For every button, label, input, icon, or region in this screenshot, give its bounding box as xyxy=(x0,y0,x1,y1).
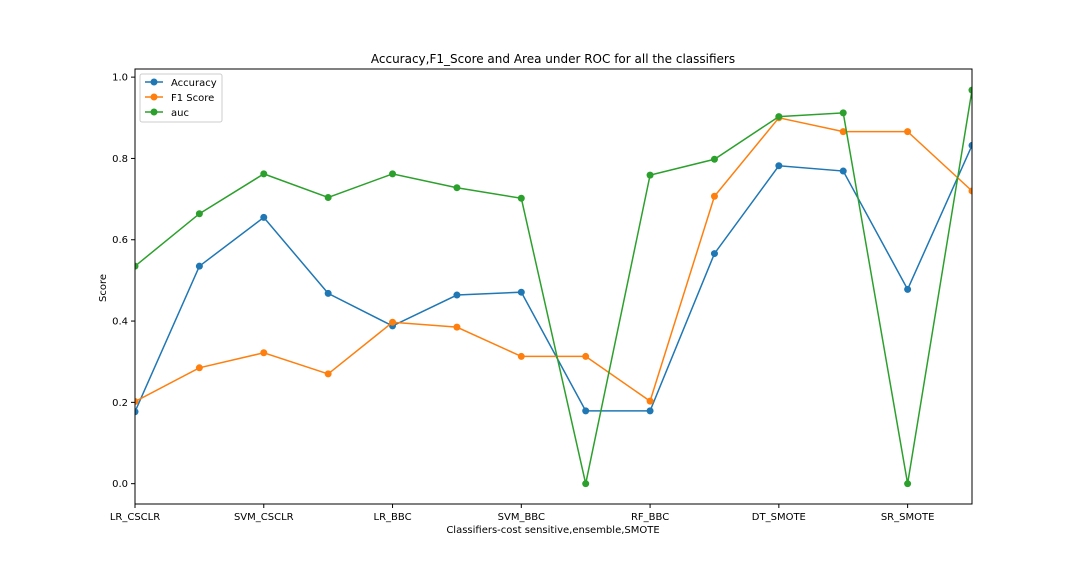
data-point-auc xyxy=(517,194,525,202)
legend-f1-marker xyxy=(150,93,158,101)
y-tick-label: 0.2 xyxy=(112,398,128,409)
data-point-auc xyxy=(710,155,718,163)
x-tick-label: SVM_BBC xyxy=(498,512,545,523)
chart-title: Accuracy,F1_Score and Area under ROC for… xyxy=(371,52,735,66)
legend-accuracy-marker xyxy=(150,78,158,86)
data-point-accuracy xyxy=(195,262,203,270)
series-f1-score xyxy=(135,114,972,406)
x-tick-label: RF_BBC xyxy=(631,512,669,523)
data-point-auc xyxy=(775,113,783,121)
y-axis-title: Score xyxy=(98,274,109,302)
y-tick-label: 0.0 xyxy=(112,479,128,490)
data-point-f1-score xyxy=(135,398,139,406)
data-point-f1-score xyxy=(195,364,203,372)
y-tick-label: 0.4 xyxy=(112,317,128,328)
data-point-auc xyxy=(135,262,139,270)
series-line-auc xyxy=(135,90,972,484)
data-point-accuracy xyxy=(517,288,525,296)
data-point-auc xyxy=(389,170,397,178)
data-point-f1-score xyxy=(710,192,718,200)
y-tick-label: 0.6 xyxy=(112,235,128,246)
legend-box xyxy=(139,73,223,123)
data-point-accuracy xyxy=(135,408,139,416)
data-point-auc xyxy=(904,480,912,488)
series-line-f1-score xyxy=(135,116,972,403)
data-point-accuracy xyxy=(839,167,847,175)
data-point-auc xyxy=(324,193,332,201)
y-tick-label: 1.0 xyxy=(112,73,128,84)
data-point-auc xyxy=(195,210,203,218)
x-tick-label: LR_BBC xyxy=(374,512,412,523)
data-point-f1-score xyxy=(324,370,332,378)
data-point-f1-score xyxy=(646,397,654,405)
data-point-f1-score xyxy=(517,352,525,360)
data-point-accuracy xyxy=(710,250,718,258)
data-point-accuracy xyxy=(904,285,912,293)
data-point-auc xyxy=(839,109,847,117)
data-point-f1-score xyxy=(389,318,397,326)
x-tick-label: DT_SMOTE xyxy=(752,512,806,523)
data-point-accuracy xyxy=(775,162,783,170)
legend-auc-marker xyxy=(150,108,158,116)
data-point-f1-score xyxy=(260,349,268,357)
legend-accuracy-label: Accuracy xyxy=(171,78,217,89)
data-point-accuracy xyxy=(646,407,654,415)
data-point-auc xyxy=(968,86,972,94)
x-tick-label: SR_SMOTE xyxy=(881,512,935,523)
series-accuracy xyxy=(135,141,972,416)
data-point-auc xyxy=(260,170,268,178)
data-point-auc xyxy=(582,480,590,488)
legend: Accuracy F1 Score auc xyxy=(139,73,223,123)
x-axis-title: Classifiers-cost sensitive,ensemble,SMOT… xyxy=(446,525,659,536)
data-point-f1-score xyxy=(839,128,847,136)
plot-frame xyxy=(134,68,973,505)
data-point-accuracy xyxy=(453,291,461,299)
data-point-accuracy xyxy=(260,213,268,221)
y-tick-label: 0.8 xyxy=(112,154,128,165)
data-point-accuracy xyxy=(324,289,332,297)
data-point-auc xyxy=(646,171,654,179)
series-auc xyxy=(135,86,972,488)
x-tick-label: SVM_CSCLR xyxy=(234,512,294,523)
data-point-f1-score xyxy=(582,352,590,360)
data-point-auc xyxy=(453,184,461,192)
legend-auc-label: auc xyxy=(171,108,189,119)
series-line-accuracy xyxy=(135,145,972,413)
legend-f1-label: F1 Score xyxy=(171,93,214,104)
data-point-f1-score xyxy=(968,187,972,195)
data-point-accuracy xyxy=(968,141,972,149)
data-point-f1-score xyxy=(904,128,912,136)
x-tick-label: LR_CSCLR xyxy=(110,512,160,523)
data-point-accuracy xyxy=(582,407,590,415)
data-point-f1-score xyxy=(453,323,461,331)
